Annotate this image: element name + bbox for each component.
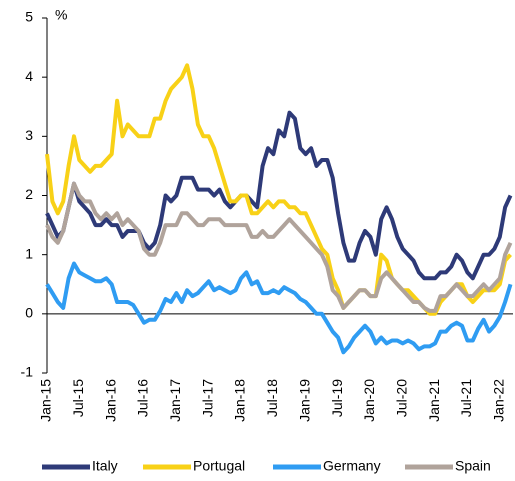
series-line <box>45 63 512 316</box>
x-tick-label: Jul-21 <box>458 379 474 417</box>
x-tick-label: Jan-22 <box>490 379 506 422</box>
x-tick-label: Jul-16 <box>135 379 151 417</box>
y-tick-label: 3 <box>25 127 33 143</box>
series-line <box>45 261 513 355</box>
x-tick-label: Jan-19 <box>296 379 312 422</box>
legend-label: Portugal <box>193 458 245 474</box>
x-tick-label: Jan-18 <box>232 379 248 422</box>
x-tick-label: Jul-18 <box>264 379 280 417</box>
y-tick-label: 1 <box>25 245 33 261</box>
y-axis-label: % <box>55 7 67 23</box>
legend-label: Germany <box>323 458 381 474</box>
x-tick-label: Jan-15 <box>38 379 54 422</box>
y-tick-label: 4 <box>25 68 33 84</box>
y-tick-label: -1 <box>21 364 34 380</box>
x-tick-label: Jul-15 <box>70 379 86 417</box>
y-tick-label: 0 <box>25 305 33 321</box>
x-tick-label: Jan-17 <box>167 379 183 422</box>
x-tick-label: Jul-20 <box>393 379 409 417</box>
y-tick-label: 5 <box>25 9 33 25</box>
legend-label: Italy <box>92 458 118 474</box>
x-tick-label: Jan-21 <box>426 379 442 422</box>
series-line <box>45 110 513 281</box>
series-line <box>45 181 513 313</box>
x-tick-label: Jul-19 <box>329 379 345 417</box>
x-tick-label: Jan-20 <box>361 379 377 422</box>
legend-label: Spain <box>455 458 491 474</box>
y-tick-label: 2 <box>25 186 33 202</box>
x-tick-label: Jul-17 <box>199 379 215 417</box>
x-tick-label: Jan-16 <box>102 379 118 422</box>
